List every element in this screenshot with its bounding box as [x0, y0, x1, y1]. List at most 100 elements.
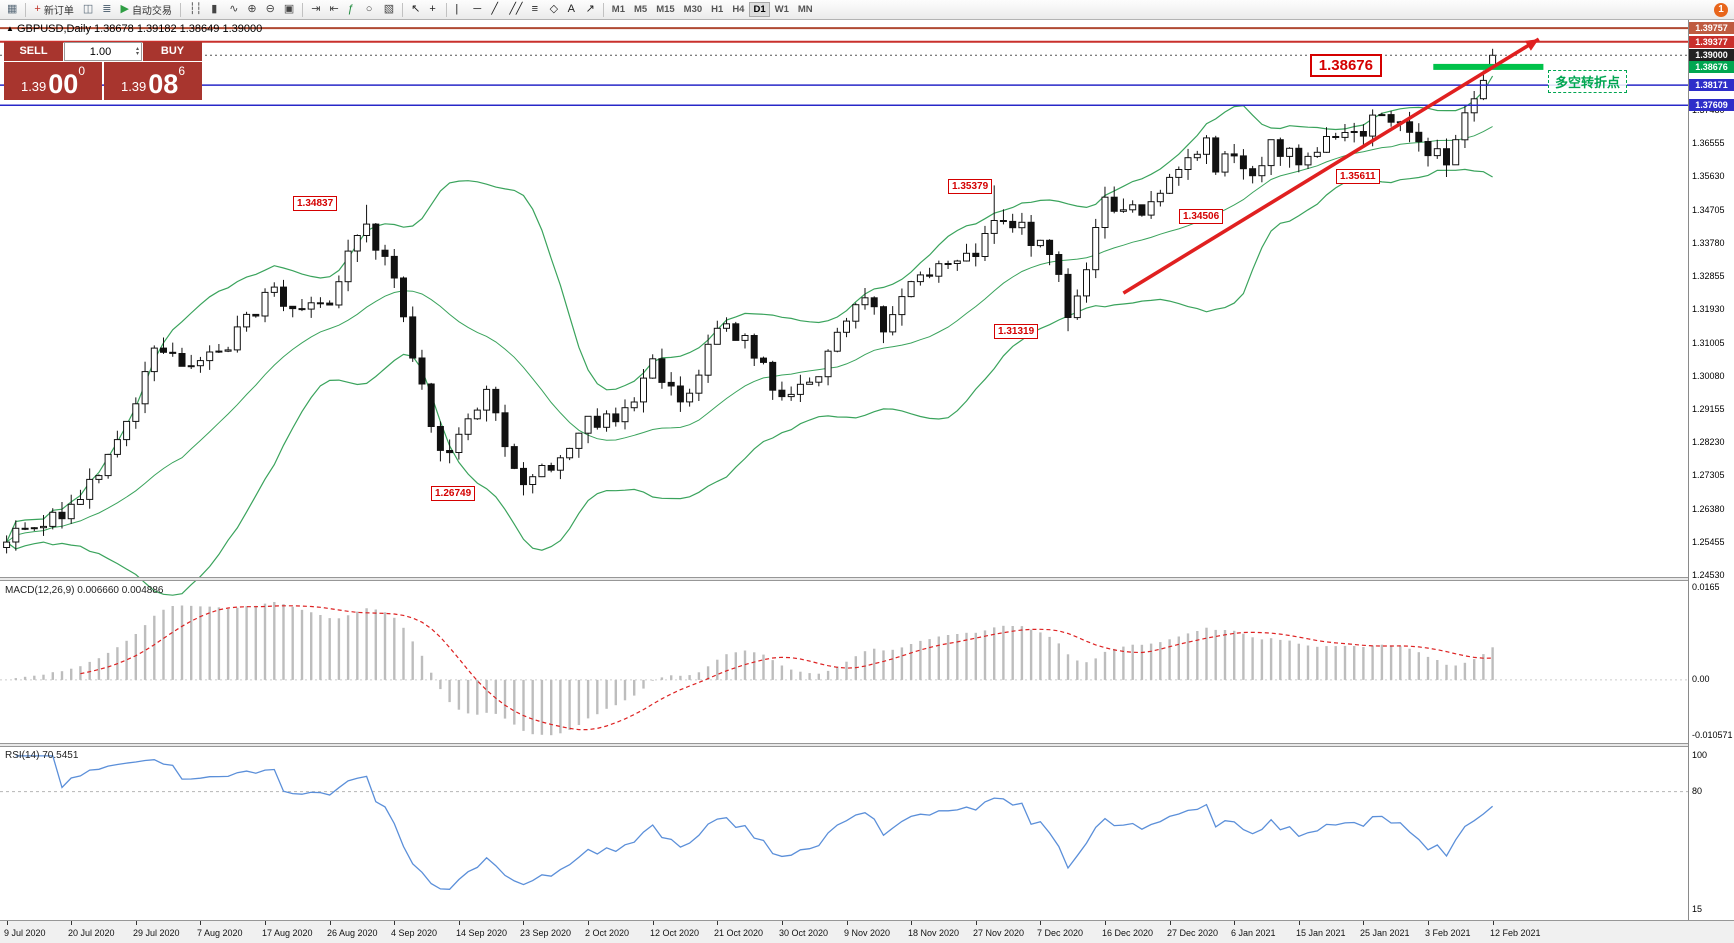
- time-label: 6 Jan 2021: [1231, 928, 1276, 938]
- price-tick: 1.31005: [1692, 337, 1725, 348]
- periods-icon[interactable]: ○: [362, 1, 379, 18]
- shapes-icon[interactable]: ◇: [546, 1, 563, 18]
- line-chart-icon[interactable]: ∿: [225, 1, 242, 18]
- time-tick: [459, 921, 460, 925]
- time-label: 2 Oct 2020: [585, 928, 630, 938]
- time-tick: [1363, 921, 1364, 925]
- auto-trading-button[interactable]: ▶ 自动交易: [116, 1, 175, 18]
- horizontal-line-icon[interactable]: ─: [469, 1, 486, 18]
- vertical-line-icon: |: [455, 3, 459, 15]
- price-tick: 1.31930: [1692, 304, 1725, 315]
- timeframe-m30[interactable]: M30: [680, 2, 706, 17]
- time-tick: [653, 921, 654, 925]
- indicators-icon: ƒ: [347, 3, 354, 15]
- time-label: 9 Jul 2020: [4, 928, 46, 938]
- timeframe-d1[interactable]: D1: [749, 2, 770, 17]
- new-order-button[interactable]: + 新订单: [30, 1, 77, 18]
- candles-chart-icon: ▮: [211, 3, 218, 15]
- arrows-icon: ↗: [585, 3, 595, 15]
- zoom-in-icon[interactable]: ⊕: [243, 1, 260, 18]
- market-depth-icon[interactable]: ≣: [98, 1, 115, 18]
- buy-button[interactable]: BUY: [143, 42, 202, 61]
- panel-separator[interactable]: [0, 743, 1734, 747]
- timeframe-w1[interactable]: W1: [771, 2, 793, 17]
- text-icon[interactable]: A: [564, 1, 581, 18]
- candles-chart-icon[interactable]: ▮: [207, 1, 224, 18]
- time-tick: [1040, 921, 1041, 925]
- sell-button[interactable]: SELL: [4, 42, 63, 61]
- trendline-icon[interactable]: ╱: [487, 1, 504, 18]
- timeframe-m5[interactable]: M5: [630, 2, 651, 17]
- timeframe-mn[interactable]: MN: [794, 2, 817, 17]
- timeframe-h4[interactable]: H4: [728, 2, 748, 17]
- time-label: 25 Jan 2021: [1360, 928, 1410, 938]
- turning-point-label[interactable]: 多空转折点: [1548, 70, 1628, 93]
- indicators-icon[interactable]: ƒ: [344, 1, 361, 18]
- time-tick: [265, 921, 266, 925]
- zoom-out-icon[interactable]: ⊖: [262, 1, 279, 18]
- timeframe-h1[interactable]: H1: [707, 2, 727, 17]
- buy-price[interactable]: 1.39 08 6: [104, 62, 202, 100]
- volume-stepper[interactable]: ▴ ▾: [135, 45, 141, 57]
- vertical-line-icon[interactable]: |: [451, 1, 468, 18]
- price-annotation[interactable]: 1.31319: [994, 324, 1039, 339]
- time-tick: [1105, 921, 1106, 925]
- volume-input[interactable]: [65, 44, 136, 59]
- price-annotation[interactable]: 1.34506: [1179, 209, 1224, 224]
- buy-price-base: 1.39: [120, 79, 147, 94]
- time-tick: [1428, 921, 1429, 925]
- zoom-in-icon: ⊕: [247, 3, 257, 15]
- time-label: 16 Dec 2020: [1102, 928, 1154, 938]
- fibonacci-icon[interactable]: ≡: [528, 1, 545, 18]
- sell-price[interactable]: 1.39 00 0: [4, 62, 102, 100]
- price-axis[interactable]: 1.374801.365551.356301.347051.337801.328…: [1688, 20, 1734, 920]
- price-annotation[interactable]: 1.26749: [431, 486, 476, 501]
- notification-badge[interactable]: 1: [1714, 3, 1728, 17]
- price-annotation[interactable]: 1.34837: [293, 196, 338, 211]
- price-tick: 1.36555: [1692, 138, 1725, 149]
- time-axis[interactable]: 9 Jul 2020 20 Jul 2020 29 Jul 2020 7 Aug 20…: [0, 920, 1734, 943]
- resistance-price-label[interactable]: 1.38676: [1309, 54, 1382, 77]
- panel-separator[interactable]: [0, 577, 1734, 581]
- time-tick: [1170, 921, 1171, 925]
- time-tick: [71, 921, 72, 925]
- volume-down-icon[interactable]: ▾: [135, 50, 139, 57]
- price-tag: 1.38171: [1689, 79, 1734, 92]
- new-window-icon: ▦: [7, 3, 18, 15]
- tile-windows-icon: ▣: [283, 3, 295, 15]
- chart-canvas[interactable]: [0, 0, 1688, 943]
- new-window-icon[interactable]: ▦: [3, 1, 21, 18]
- tile-windows-icon[interactable]: ▣: [280, 1, 298, 18]
- time-tick: [588, 921, 589, 925]
- crosshair-icon[interactable]: +: [425, 1, 442, 18]
- chart-title-text: GBPUSD,Daily 1.38678 1.39182 1.38649 1.3…: [16, 23, 263, 35]
- time-tick: [782, 921, 783, 925]
- time-label: 12 Feb 2021: [1490, 928, 1541, 938]
- bars-chart-icon[interactable]: ┆┆: [185, 1, 206, 18]
- time-label: 15 Jan 2021: [1296, 928, 1346, 938]
- price-tick: 1.26380: [1692, 503, 1725, 514]
- chart-window-icon[interactable]: ◫: [79, 1, 97, 18]
- time-label: 20 Jul 2020: [68, 928, 115, 938]
- price-annotation[interactable]: 1.35611: [1336, 169, 1380, 184]
- chart-shift-icon[interactable]: ⇤: [325, 1, 342, 18]
- crosshair-icon: +: [429, 3, 436, 15]
- toolbar-separator: [25, 2, 27, 17]
- price-tag: 1.39000: [1689, 49, 1734, 62]
- price-tag: 1.37609: [1689, 99, 1734, 112]
- channel-icon[interactable]: ╱╱: [505, 1, 526, 18]
- price-annotation[interactable]: 1.35379: [948, 179, 993, 194]
- price-tick: 1.29155: [1692, 403, 1725, 414]
- templates-icon[interactable]: ▧: [380, 1, 398, 18]
- volume-up-icon[interactable]: ▴: [135, 45, 139, 52]
- timeframe-m1[interactable]: M1: [608, 2, 629, 17]
- auto-trading-button-label: 自动交易: [131, 6, 172, 17]
- timeframe-m15[interactable]: M15: [652, 2, 678, 17]
- cursor-icon[interactable]: ↖: [407, 1, 424, 18]
- time-tick: [1299, 921, 1300, 925]
- time-label: 7 Aug 2020: [197, 928, 243, 938]
- arrows-icon[interactable]: ↗: [582, 1, 599, 18]
- new-order-icon: +: [34, 3, 41, 15]
- auto-scroll-icon[interactable]: ⇥: [307, 1, 324, 18]
- rsi-axis-bottom: 15: [1692, 904, 1703, 914]
